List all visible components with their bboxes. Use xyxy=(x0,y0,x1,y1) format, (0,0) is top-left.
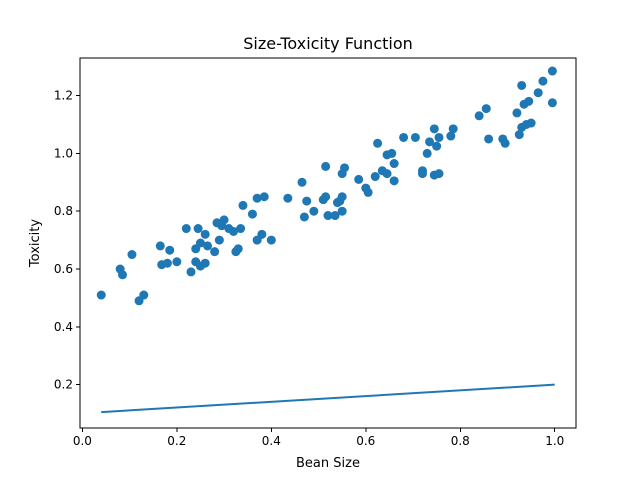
y-tick-label: 0.4 xyxy=(54,320,73,334)
scatter-point xyxy=(399,132,409,142)
scatter-point xyxy=(195,238,205,248)
x-tick-label: 0.4 xyxy=(262,434,281,448)
scatter-point xyxy=(337,206,347,216)
scatter-point xyxy=(417,169,427,179)
scatter-point xyxy=(330,211,340,221)
scatter-point xyxy=(238,200,248,210)
scatter-point xyxy=(186,267,196,277)
scatter-point xyxy=(481,104,491,114)
scatter-point xyxy=(200,258,210,268)
scatter-point xyxy=(389,159,399,169)
x-tick-label: 0.2 xyxy=(167,434,186,448)
scatter-point xyxy=(434,169,444,179)
scatter-point xyxy=(448,124,458,134)
scatter-point xyxy=(219,215,229,225)
scatter-point xyxy=(266,235,276,245)
y-tick-label: 0.2 xyxy=(54,378,73,392)
scatter-point xyxy=(484,134,494,144)
scatter-point xyxy=(370,172,380,182)
scatter-point xyxy=(517,80,527,90)
scatter-point xyxy=(425,137,435,147)
scatter-point xyxy=(432,141,442,151)
scatter-point xyxy=(410,132,420,142)
scatter-point xyxy=(297,177,307,187)
scatter-point xyxy=(127,250,137,260)
y-tick-label: 1.0 xyxy=(54,146,73,160)
scatter-point xyxy=(337,192,347,202)
scatter-point xyxy=(252,193,262,203)
scatter-point xyxy=(389,176,399,186)
scatter-point xyxy=(210,247,220,257)
scatter-point xyxy=(165,245,175,255)
scatter-point xyxy=(434,132,444,142)
scatter-point xyxy=(203,241,213,251)
scatter-point xyxy=(363,187,373,197)
scatter-point xyxy=(299,212,309,222)
scatter-point xyxy=(181,224,191,234)
scatter-point xyxy=(236,224,246,234)
y-axis-label: Toxicity xyxy=(28,219,43,268)
scatter-point xyxy=(229,226,239,236)
scatter-point xyxy=(118,270,128,280)
scatter-point xyxy=(512,108,522,118)
chart-title: Size-Toxicity Function xyxy=(243,34,413,53)
x-axis: 0.0 0.2 0.4 0.6 0.8 1.0 xyxy=(73,428,564,448)
scatter-point xyxy=(526,118,536,128)
scatter-point xyxy=(309,206,319,216)
scatter-point xyxy=(162,258,172,268)
scatter-point xyxy=(538,76,548,86)
scatter-point xyxy=(233,244,243,254)
scatter-point xyxy=(429,124,439,134)
scatter-point xyxy=(340,163,350,173)
scatter-point xyxy=(382,169,392,179)
scatter-point xyxy=(474,111,484,121)
y-tick-label: 0.6 xyxy=(54,262,73,276)
x-tick-label: 0.6 xyxy=(356,434,375,448)
plot-area xyxy=(96,66,557,414)
scatter-point xyxy=(139,290,149,300)
scatter-point xyxy=(547,98,557,108)
scatter-point xyxy=(500,138,510,148)
scatter-point xyxy=(514,130,524,140)
x-axis-label: Bean Size xyxy=(296,456,360,471)
scatter-point xyxy=(193,224,203,234)
axes-frame xyxy=(79,57,577,429)
scatter-point xyxy=(323,211,333,221)
scatter-point xyxy=(155,241,165,251)
x-tick-label: 0.0 xyxy=(73,434,92,448)
scatter-point xyxy=(422,148,432,158)
y-tick-label: 1.2 xyxy=(54,89,73,103)
scatter-point xyxy=(302,196,312,206)
x-tick-label: 0.8 xyxy=(451,434,470,448)
scatter-point xyxy=(283,193,293,203)
scatter-point xyxy=(373,138,383,148)
y-tick-label: 0.8 xyxy=(54,204,73,218)
scatter-point xyxy=(247,209,257,219)
scatter-point xyxy=(96,290,106,300)
scatter-point xyxy=(321,192,331,202)
scatter-point xyxy=(547,66,557,76)
trend-line xyxy=(101,383,555,414)
scatter-point xyxy=(321,161,331,171)
scatter-point xyxy=(446,131,456,141)
scatter-point xyxy=(200,229,210,239)
scatter-point xyxy=(259,192,269,202)
scatter-point xyxy=(533,88,543,98)
scatter-point xyxy=(172,257,182,267)
scatter-point xyxy=(354,174,364,184)
scatter-point xyxy=(257,229,267,239)
scatter-point xyxy=(214,235,224,245)
scatter-point xyxy=(387,148,397,158)
x-tick-label: 1.0 xyxy=(545,434,564,448)
scatter-point xyxy=(524,96,534,106)
y-axis: 0.2 0.4 0.6 0.8 1.0 1.2 xyxy=(54,89,80,392)
